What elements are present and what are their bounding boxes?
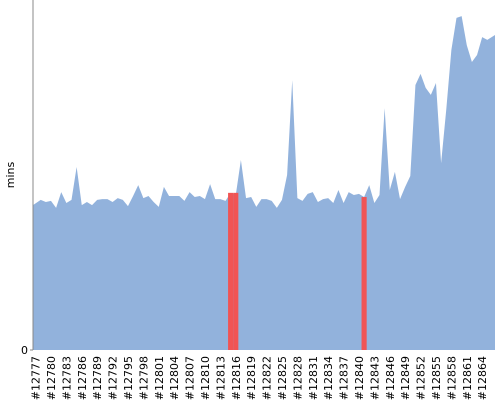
x-tick-label: #12783: [60, 356, 73, 400]
x-tick-label: #12777: [30, 356, 43, 400]
x-tick-label: #12843: [368, 356, 381, 400]
x-tick-label: #12849: [399, 356, 412, 400]
x-tick-label: #12780: [45, 356, 58, 400]
x-tick-label: #12825: [276, 356, 289, 400]
bar: [228, 192, 234, 350]
x-tick-label: #12852: [415, 356, 428, 400]
x-tick-label: #12846: [384, 356, 397, 400]
bar: [233, 192, 239, 350]
x-tick-label: #12831: [307, 356, 320, 400]
x-tick-label: #12798: [137, 356, 150, 400]
x-tick-label: #12837: [338, 356, 351, 400]
x-tick-label: #12819: [245, 356, 258, 400]
x-tick-label: #12840: [353, 356, 366, 400]
x-tick-label: #12810: [199, 356, 212, 400]
x-tick-label: #12801: [153, 356, 166, 400]
x-tick-label: #12792: [107, 356, 120, 400]
x-tick-label: #12858: [445, 356, 458, 400]
x-tick-label: #12816: [230, 356, 243, 400]
x-tick-label: #12789: [91, 356, 104, 400]
x-tick-label: #12828: [291, 356, 304, 400]
y-axis-label: mins: [4, 161, 17, 188]
x-tick-label: #12804: [168, 356, 181, 400]
x-tick-label: #12786: [76, 356, 89, 400]
x-tick-label: #12822: [261, 356, 274, 400]
y-tick-label: 0: [21, 344, 28, 357]
area: [33, 16, 495, 350]
x-tick-label: #12795: [122, 356, 135, 400]
x-tick-label: #12861: [461, 356, 474, 400]
x-tick-label: #12834: [322, 356, 335, 400]
x-tick-label: #12813: [214, 356, 227, 400]
x-tick-label: #12855: [430, 356, 443, 400]
x-tick-label: #12864: [476, 356, 489, 400]
x-tick-label: #12807: [184, 356, 197, 400]
bar: [361, 197, 367, 350]
